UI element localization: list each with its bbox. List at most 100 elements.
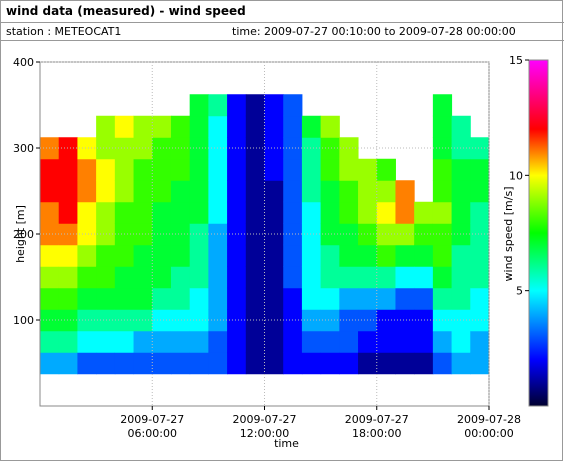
heat-cell (395, 287, 415, 310)
heat-cell (320, 309, 340, 332)
heat-cell (470, 266, 490, 289)
heat-cell (40, 330, 60, 353)
heat-cell (96, 352, 116, 375)
heat-cell (339, 244, 359, 267)
heat-cell (451, 137, 471, 160)
heat-cell (40, 266, 60, 289)
heat-cell (58, 266, 78, 289)
heat-cell (451, 180, 471, 203)
heat-cell (208, 94, 228, 117)
heat-cell (114, 244, 135, 267)
heat-cell (133, 266, 153, 289)
heat-cell (451, 330, 471, 353)
heat-cell (133, 223, 153, 246)
heat-cell (283, 352, 303, 375)
heat-cell (152, 180, 172, 203)
heat-cell (170, 137, 191, 160)
heat-cell (58, 352, 78, 375)
heat-cell (170, 223, 191, 246)
heat-cell (301, 137, 322, 160)
heat-cell (283, 244, 303, 267)
heat-cell (414, 266, 434, 289)
heat-cell (227, 287, 247, 310)
heat-cell (77, 309, 97, 332)
heat-cell (40, 352, 60, 375)
heat-cell (432, 244, 453, 267)
heat-cell (264, 244, 284, 267)
heat-cell (432, 158, 453, 181)
heat-cell (152, 266, 172, 289)
x-tick-label: 2009-07-28 00:00:00 (457, 413, 521, 440)
heat-cell (395, 330, 415, 353)
heat-cell (40, 180, 60, 203)
heat-cell (40, 158, 60, 181)
heat-cell (358, 201, 378, 224)
heat-cell (432, 180, 453, 203)
heat-cell (376, 201, 396, 224)
heat-cell (414, 201, 434, 224)
heat-cell (152, 352, 172, 375)
heat-cell (114, 266, 135, 289)
heat-cell (227, 201, 247, 224)
colorbar-label: wind speed [m/s] (502, 187, 515, 282)
heat-cell (96, 115, 116, 138)
heat-cell (208, 115, 228, 138)
heat-cell (395, 352, 415, 375)
heat-cell (451, 244, 471, 267)
heat-cell (470, 180, 490, 203)
heat-cell (133, 244, 153, 267)
heat-cell (451, 115, 471, 138)
x-tick-label: 2009-07-27 06:00:00 (120, 413, 184, 440)
heat-cell (376, 352, 396, 375)
heat-cell (227, 244, 247, 267)
heat-cell (376, 158, 396, 181)
heat-cell (170, 352, 191, 375)
heat-cell (470, 330, 490, 353)
heat-cell (432, 287, 453, 310)
heat-cell (414, 223, 434, 246)
heat-cell (451, 158, 471, 181)
heat-cell (283, 115, 303, 138)
heat-cell (96, 223, 116, 246)
heat-cell (339, 137, 359, 160)
heat-cell (189, 201, 209, 224)
heat-cell (301, 115, 322, 138)
heat-cell (227, 266, 247, 289)
heat-cell (301, 244, 322, 267)
heat-cell (470, 287, 490, 310)
heat-cell (77, 330, 97, 353)
heat-cell (320, 158, 340, 181)
heat-cell (96, 158, 116, 181)
heat-cell (208, 330, 228, 353)
heat-cell (189, 352, 209, 375)
heat-cell (395, 309, 415, 332)
heat-cell (58, 223, 78, 246)
heat-cell (77, 201, 97, 224)
heat-cell (245, 330, 265, 353)
heat-cell (227, 330, 247, 353)
heat-cell (245, 352, 265, 375)
heat-cell (152, 158, 172, 181)
heat-cell (133, 287, 153, 310)
heat-cell (208, 287, 228, 310)
heat-cell (77, 137, 97, 160)
heat-cell (96, 201, 116, 224)
heat-cell (77, 287, 97, 310)
heat-cell (376, 223, 396, 246)
heat-cell (432, 201, 453, 224)
colorbar-tick-label: 15 (509, 54, 523, 67)
heat-cell (227, 115, 247, 138)
y-axis-label: height [m] (14, 205, 27, 263)
heat-cell (133, 158, 153, 181)
heat-cell (283, 287, 303, 310)
heat-cell (432, 94, 453, 117)
heat-cell (470, 309, 490, 332)
heat-cell (320, 266, 340, 289)
heat-cell (170, 287, 191, 310)
x-tick-label: 2009-07-27 18:00:00 (345, 413, 409, 440)
heat-cell (227, 223, 247, 246)
heat-cell (133, 330, 153, 353)
heat-cell (283, 266, 303, 289)
heat-cell (245, 158, 265, 181)
heat-cell (264, 158, 284, 181)
